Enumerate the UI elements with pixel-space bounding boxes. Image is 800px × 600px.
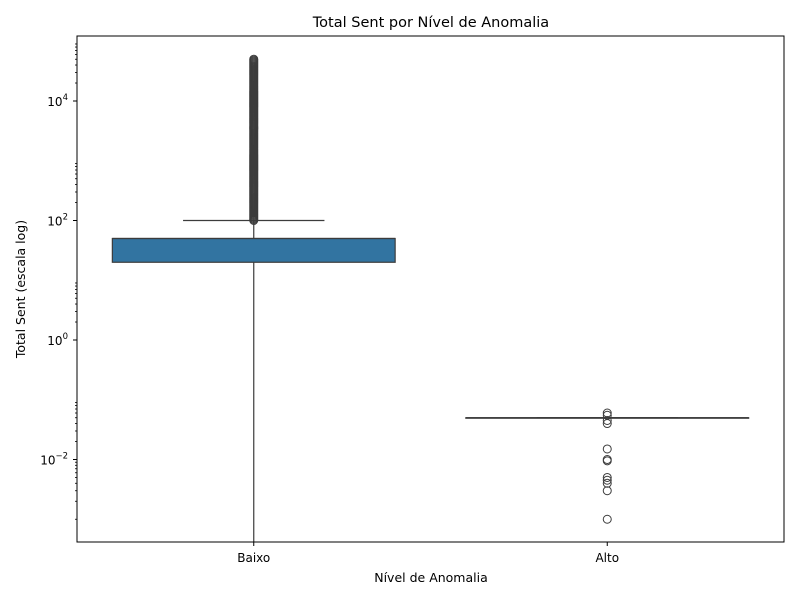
box-alto-outlier [602,419,612,429]
x-tick-label: Alto [595,551,619,565]
y-tick-label: 10−2 [40,452,68,468]
box-baixo-iqr [111,237,396,263]
box-alto-outlier [602,478,612,488]
box-alto-outlier [602,472,612,482]
box-alto-outlier [602,444,612,454]
y-tick-label: 100 [47,332,68,348]
x-tick-label: Baixo [237,551,270,565]
box-alto-outlier [602,486,612,496]
box-alto-outlier [602,475,612,485]
box-baixo-outlier [249,54,259,64]
y-axis-label: Total Sent (escala log) [13,220,28,359]
x-axis-label: Nível de Anomalia [374,570,488,585]
chart-title: Total Sent por Nível de Anomalia [312,15,549,31]
box-alto-outlier [602,456,612,466]
y-tick-label: 104 [47,93,68,109]
y-tick-label: 102 [47,213,68,229]
box-alto-outlier [602,514,612,524]
box-alto-outlier [602,415,612,425]
plot-frame [76,35,785,543]
plot-area: 10−2 100 102 104 Baixo Alto [40,43,750,565]
box-alto-outlier [602,408,612,418]
